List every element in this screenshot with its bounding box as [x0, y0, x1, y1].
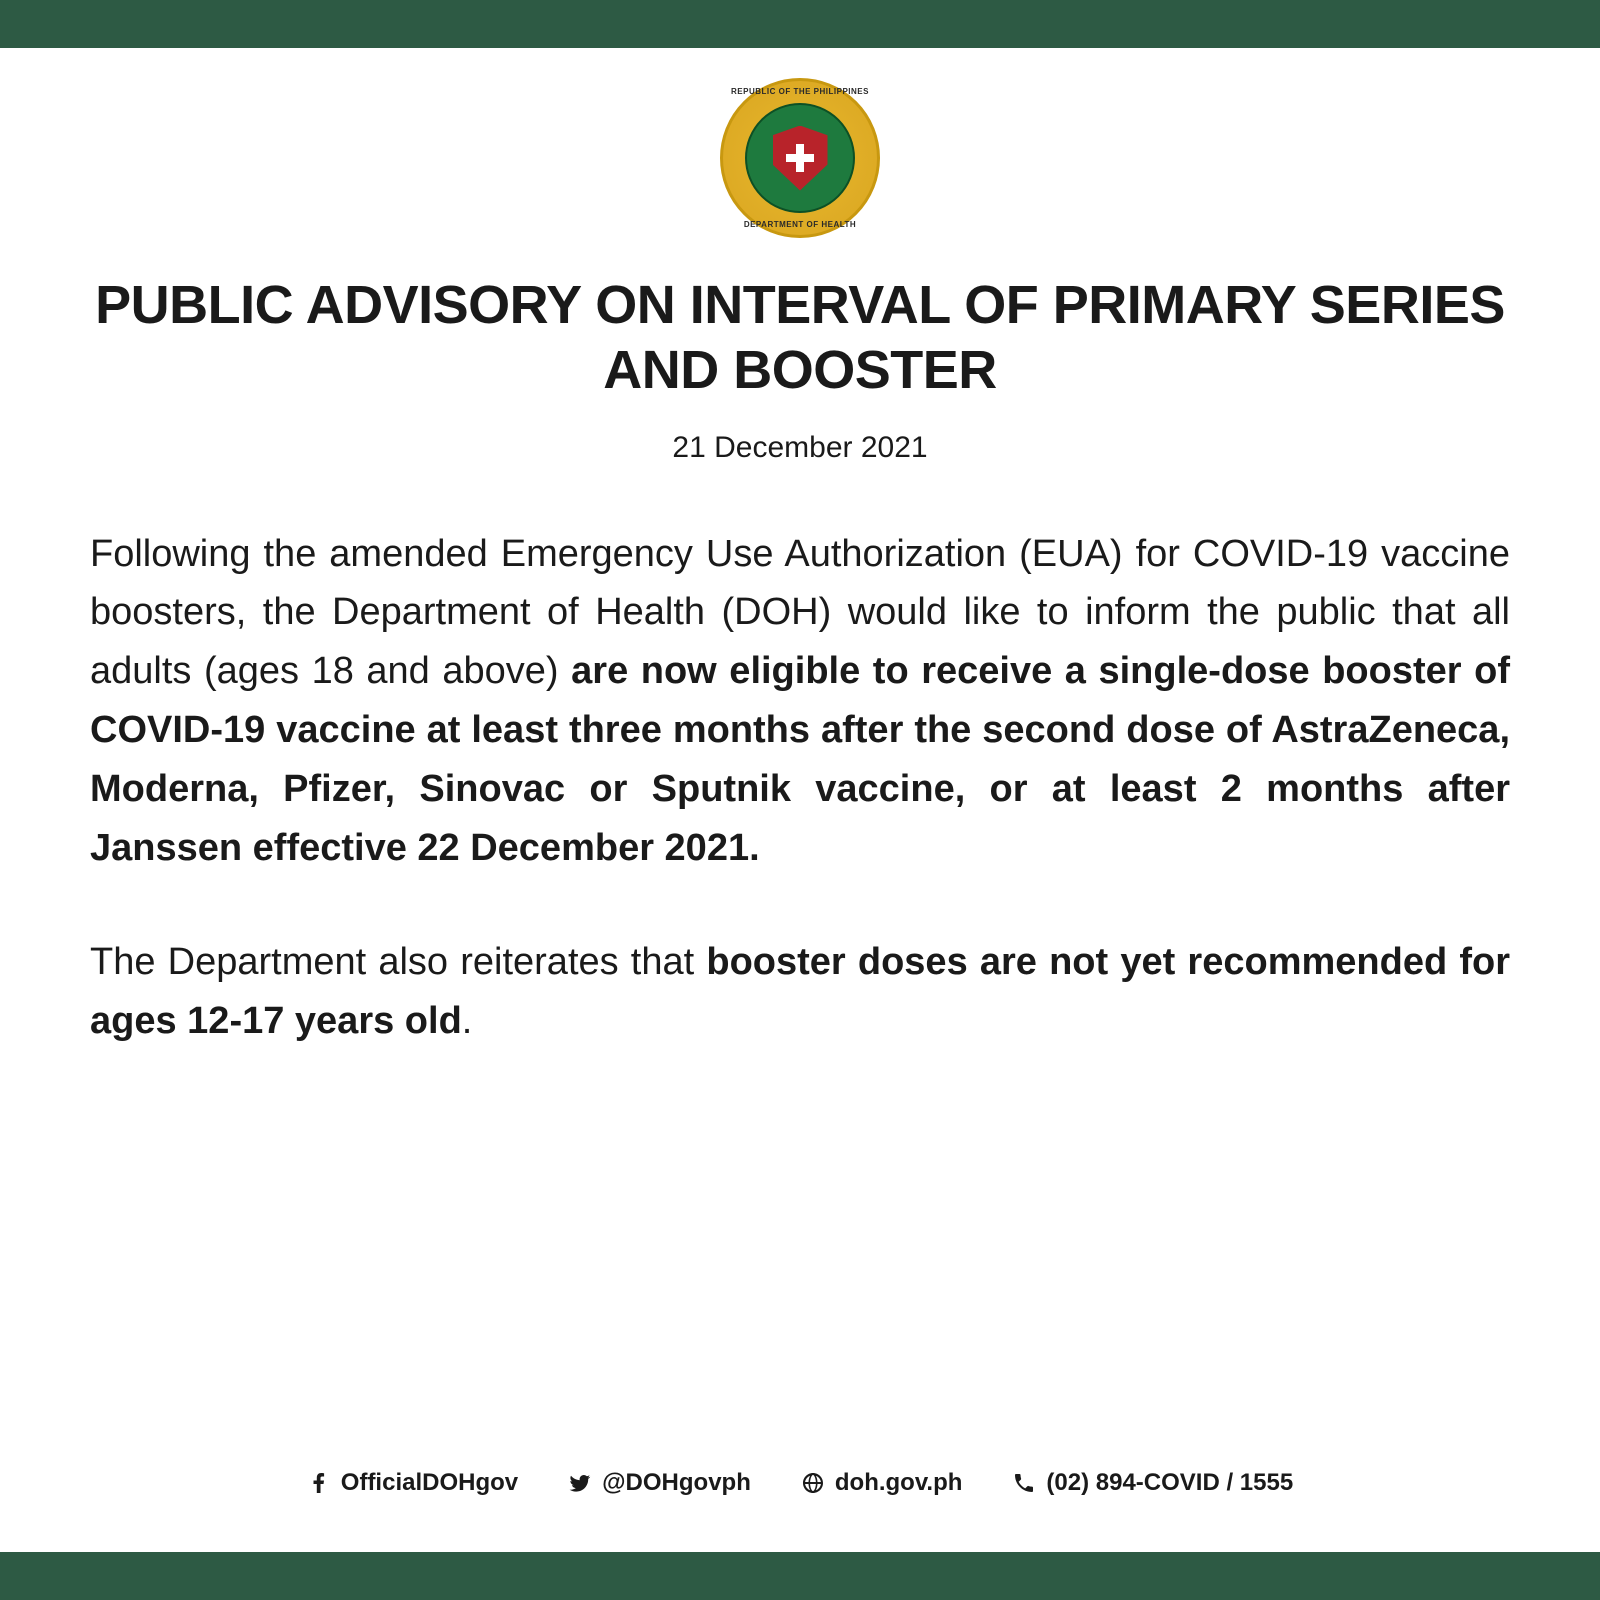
website-url: doh.gov.ph [835, 1469, 963, 1497]
content-area: REPUBLIC OF THE PHILIPPINES DEPARTMENT O… [0, 48, 1600, 1552]
footer-twitter: @DOHgovph [568, 1469, 751, 1497]
facebook-icon [307, 1471, 331, 1495]
doh-seal: REPUBLIC OF THE PHILIPPINES DEPARTMENT O… [720, 78, 880, 238]
advisory-body: Following the amended Emergency Use Auth… [90, 525, 1510, 1439]
seal-inner-ring [745, 103, 855, 213]
phone-number: (02) 894-COVID / 1555 [1046, 1469, 1293, 1497]
seal-cross-icon [785, 143, 815, 173]
advisory-date: 21 December 2021 [90, 431, 1510, 465]
seal-shield [773, 126, 828, 191]
facebook-handle: OfficialDOHgov [341, 1469, 518, 1497]
globe-icon [801, 1471, 825, 1495]
phone-icon [1012, 1471, 1036, 1495]
twitter-handle: @DOHgovph [602, 1469, 751, 1497]
seal-text-top: REPUBLIC OF THE PHILIPPINES [731, 87, 869, 96]
para2-normal: The Department also reiterates that [90, 941, 706, 983]
footer-phone: (02) 894-COVID / 1555 [1012, 1469, 1293, 1497]
paragraph-1: Following the amended Emergency Use Auth… [90, 525, 1510, 878]
para2-tail: . [462, 1000, 473, 1042]
footer-contacts: OfficialDOHgov @DOHgovph doh.gov.ph (02)… [90, 1439, 1510, 1532]
paragraph-2: The Department also reiterates that boos… [90, 933, 1510, 1051]
seal-text-bottom: DEPARTMENT OF HEALTH [744, 220, 856, 229]
footer-facebook: OfficialDOHgov [307, 1469, 518, 1497]
bottom-bar [0, 1552, 1600, 1600]
top-bar [0, 0, 1600, 48]
footer-website: doh.gov.ph [801, 1469, 963, 1497]
twitter-icon [568, 1471, 592, 1495]
advisory-title: PUBLIC ADVISORY ON INTERVAL OF PRIMARY S… [90, 273, 1510, 403]
seal-container: REPUBLIC OF THE PHILIPPINES DEPARTMENT O… [90, 78, 1510, 238]
